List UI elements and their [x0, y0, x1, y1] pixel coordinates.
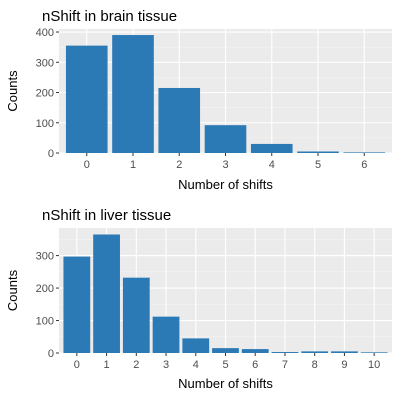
chart0-bar-3 [204, 125, 247, 153]
chart1-bar-5 [212, 348, 239, 353]
chart1-bar-4 [182, 338, 210, 353]
chart0-x-tick-label: 6 [361, 159, 367, 171]
chart0-bar-1 [112, 35, 154, 153]
chart1-x-tick-label: 1 [104, 359, 110, 371]
chart1-y-tick-label: 100 [36, 316, 54, 328]
chart1-x-tick-label: 9 [341, 359, 347, 371]
chart1-bar-3 [152, 316, 180, 353]
chart0-x-tick-label: 3 [222, 159, 228, 171]
chart1-y-tick-label: 0 [48, 348, 54, 360]
chart1-x-tick-label: 8 [312, 359, 318, 371]
chart1-x-tick-label: 10 [368, 359, 380, 371]
chart0-y-tick-label: 400 [36, 27, 54, 39]
chart0-y-tick-label: 100 [36, 118, 54, 130]
chart1-x-tick-label: 2 [133, 359, 139, 371]
chart1-bar-6 [241, 349, 269, 353]
chart0-bar-5 [297, 151, 339, 153]
chart1-y-tick-label: 300 [36, 251, 54, 263]
chart1-bar-8 [301, 351, 329, 353]
chart0-title: nShift in brain tissue [42, 8, 177, 25]
chart1-x-tick-label: 3 [163, 359, 169, 371]
chart1-x-tick-label: 6 [252, 359, 258, 371]
chart0-x-tick-label: 4 [269, 159, 275, 171]
chart1-bar-1 [93, 234, 120, 353]
chart1-bar-10 [360, 352, 388, 353]
chart0-bar-4 [250, 143, 293, 153]
chart1-bar-9 [331, 351, 358, 353]
chart0-y-axis-title: Counts [5, 70, 20, 112]
chart0-x-tick-label: 2 [176, 159, 182, 171]
chart1-x-tick-label: 5 [222, 359, 228, 371]
chart1-x-axis-title: Number of shifts [178, 376, 273, 391]
chart1-y-tick-label: 200 [36, 283, 54, 295]
chart0-y-tick-label: 300 [36, 57, 54, 69]
chart1-bar-7 [271, 352, 299, 353]
chart1-title: nShift in liver tissue [42, 207, 171, 224]
chart1-bar-2 [122, 277, 150, 353]
chart0-bar-0 [65, 45, 108, 153]
chart0-x-axis-title: Number of shifts [178, 177, 273, 192]
chart0-y-tick-label: 200 [36, 88, 54, 100]
chart1-x-tick-label: 0 [74, 359, 80, 371]
chart0-y-tick-label: 0 [48, 148, 54, 160]
chart1-x-tick-label: 7 [282, 359, 288, 371]
chart0-x-tick-label: 5 [315, 159, 321, 171]
chart1-x-tick-label: 4 [193, 359, 199, 371]
chart0-x-tick-label: 1 [130, 159, 136, 171]
chart0-x-tick-label: 0 [84, 159, 90, 171]
chart0-bar-2 [158, 87, 201, 153]
chart1-bar-0 [63, 256, 91, 353]
chart1-y-axis-title: Counts [5, 269, 20, 311]
chart0-bar-6 [343, 152, 386, 153]
